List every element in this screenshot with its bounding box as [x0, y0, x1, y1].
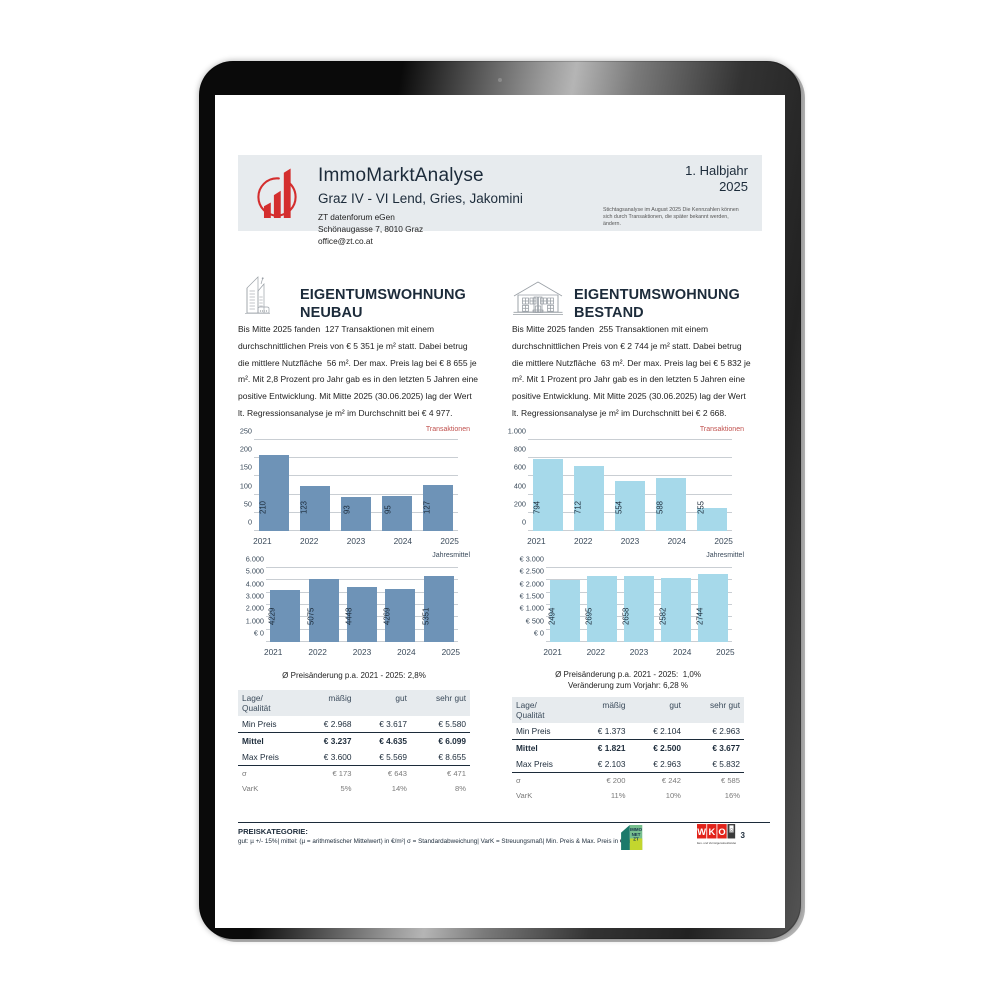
svg-text:O: O — [718, 827, 725, 837]
svg-text:K: K — [708, 827, 715, 837]
svg-text:Immobilien- und Vermögenstreuh: Immobilien- und Vermögenstreuhänder — [697, 841, 736, 845]
svg-text:ZT: ZT — [633, 837, 639, 842]
svg-text:W: W — [697, 827, 706, 837]
